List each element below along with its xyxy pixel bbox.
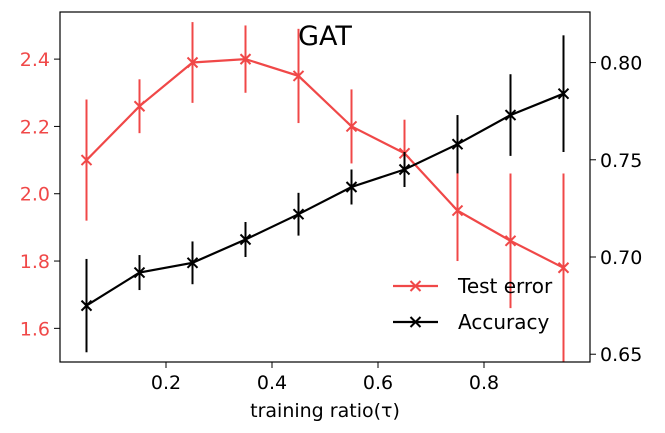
plot-frame [59, 11, 591, 363]
legend-marker [409, 316, 422, 328]
x-tick-label: 0.2 [151, 372, 181, 394]
accuracy-point [398, 163, 411, 176]
legend-marker [409, 280, 422, 292]
x-tick-label: 0.8 [469, 372, 499, 394]
test-error-point [239, 53, 252, 65]
x-tick-label: 0.4 [257, 372, 287, 394]
x-axis-label: training ratio(τ) [250, 400, 400, 422]
accuracy-point [186, 257, 199, 269]
test-error-point [557, 262, 570, 274]
chart-title: GAT [298, 21, 352, 52]
accuracy-point [133, 266, 146, 279]
right-y-tick-label: 0.65 [600, 344, 642, 366]
chart-marks: 0.2 0.4 0.6 0.8 1.6 1.8 2.0 2.2 2.4 0.65 0.70 0.75 0… [20, 22, 642, 394]
test-error-point [292, 70, 305, 82]
test-error-point [186, 56, 199, 69]
accuracy-point [292, 208, 305, 220]
right-y-tick-label: 0.75 [600, 150, 642, 172]
left-y-tick-label: 2.4 [20, 49, 50, 71]
right-y-tick-label: 0.80 [600, 53, 642, 75]
left-y-tick-label: 2.2 [20, 116, 50, 138]
test-error-point [80, 154, 93, 166]
accuracy-point [504, 109, 517, 121]
left-y-tick-label: 1.8 [20, 251, 50, 273]
x-tick-label: 0.6 [363, 372, 393, 394]
legend-label: Accuracy [458, 310, 549, 334]
accuracy-point [345, 181, 358, 193]
legend-label: Test error [457, 274, 553, 298]
legend: Test error Accuracy [393, 274, 553, 334]
test-error-line [85, 57, 564, 269]
test-error-point [504, 235, 517, 247]
accuracy-point [557, 87, 570, 100]
accuracy-point [80, 299, 93, 312]
accuracy-line [85, 92, 564, 307]
test-error-point [451, 204, 464, 217]
test-error-point [345, 120, 358, 133]
left-y-tick-label: 1.6 [20, 318, 50, 340]
accuracy-point [239, 233, 252, 246]
right-y-tick-label: 0.70 [600, 247, 642, 269]
accuracy-point [451, 138, 464, 150]
test-error-point [133, 100, 146, 112]
left-y-tick-label: 2.0 [20, 184, 50, 206]
